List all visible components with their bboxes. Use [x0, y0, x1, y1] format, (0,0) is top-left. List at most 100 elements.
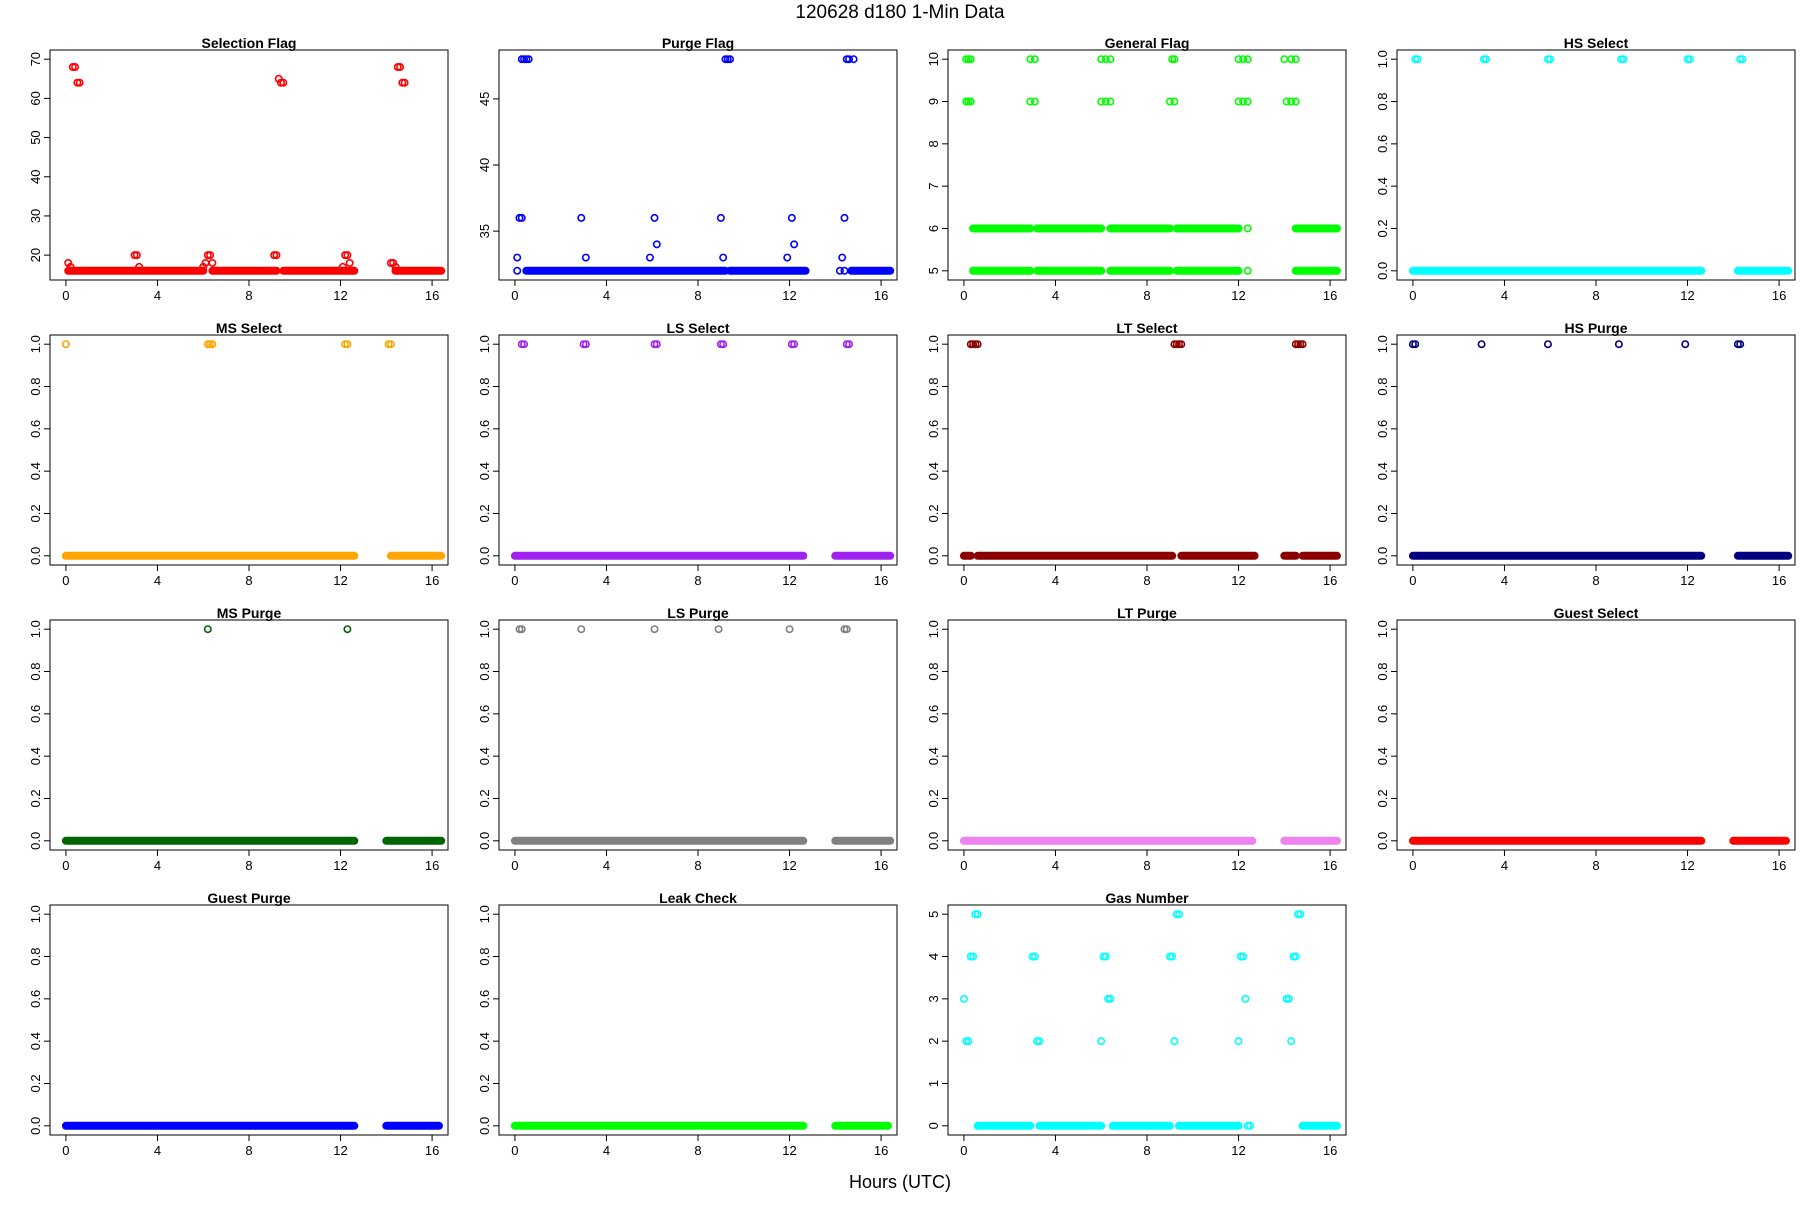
y-tick-label: 5 [926, 267, 941, 274]
data-point [1619, 55, 1628, 64]
data-point [790, 340, 799, 349]
y-tick-label: 0.8 [926, 662, 941, 680]
x-tick-label: 16 [1323, 1143, 1337, 1158]
subplot-title: LT Purge [1117, 605, 1177, 621]
data-point [517, 213, 526, 222]
data-point [714, 625, 723, 634]
data-point [835, 266, 844, 275]
plot-frame [947, 904, 1347, 1136]
subplot-leak-check: Leak Check 0 4 8 12 16 0.0 0.2 0.4 0.6 0.8 1.0 [477, 890, 898, 1158]
x-tick-label: 0 [1409, 858, 1416, 873]
data-point [396, 63, 405, 72]
x-tick-label: 0 [62, 858, 69, 873]
data-point [1284, 994, 1293, 1003]
data-point [343, 251, 352, 260]
y-tick-label: 0.4 [1375, 177, 1390, 195]
plot-frame [498, 619, 898, 851]
x-tick-label: 12 [333, 1143, 347, 1158]
y-tick-label: 0.0 [477, 1117, 492, 1135]
x-tick-label: 4 [154, 858, 161, 873]
data-point [1097, 55, 1106, 64]
x-tick-label: 4 [1052, 858, 1059, 873]
subplot-hs-select: HS Select 0 4 8 12 16 0.0 0.2 0.4 0.6 0.8 1.0 [1375, 35, 1796, 303]
y-tick-label: 0.8 [28, 662, 43, 680]
data-point [969, 952, 978, 961]
x-tick-label: 16 [425, 858, 439, 873]
subplot-ls-purge: LS Purge 0 4 8 12 16 0.0 0.2 0.4 0.6 0.8 1.0 [477, 605, 898, 873]
x-tick-label: 16 [874, 573, 888, 588]
y-tick-label: 0.6 [28, 420, 43, 438]
y-tick-label: 9 [926, 98, 941, 105]
y-tick-label: 0.8 [477, 662, 492, 680]
data-point [787, 213, 796, 222]
x-tick-label: 0 [62, 288, 69, 303]
x-tick-label: 16 [1323, 573, 1337, 588]
subplot-title: MS Purge [217, 605, 282, 621]
x-tick-label: 0 [960, 858, 967, 873]
data-point [513, 266, 522, 275]
x-tick-label: 4 [1501, 573, 1508, 588]
data-point [1296, 910, 1305, 919]
data-point [1245, 1121, 1254, 1130]
x-tick-label: 0 [1409, 288, 1416, 303]
data-point [652, 340, 661, 349]
y-tick-label: 70 [28, 52, 43, 66]
y-tick-label: 1 [926, 1080, 941, 1087]
data-point [132, 251, 141, 260]
y-tick-label: 1.0 [1375, 50, 1390, 68]
x-tick-label: 16 [1772, 858, 1786, 873]
data-point [279, 78, 288, 87]
data-point [840, 266, 849, 275]
x-tick-label: 16 [1772, 573, 1786, 588]
y-tick-label: 0.2 [28, 1074, 43, 1092]
x-tick-label: 12 [333, 858, 347, 873]
x-tick-label: 16 [1323, 288, 1337, 303]
y-tick-label: 1.0 [477, 335, 492, 353]
subplot-title: Selection Flag [202, 35, 297, 51]
x-tick-label: 8 [245, 573, 252, 588]
data-point [719, 253, 728, 262]
x-tick-label: 8 [694, 858, 701, 873]
data-point [650, 625, 659, 634]
y-tick-label: 0.6 [477, 420, 492, 438]
data-layer [61, 340, 446, 560]
data-point [1291, 952, 1300, 961]
x-tick-label: 0 [1409, 573, 1416, 588]
y-tick-label: 0.2 [28, 789, 43, 807]
subplot-title: LS Purge [667, 605, 729, 621]
y-tick-label: 0.2 [477, 1074, 492, 1092]
y-tick-label: 4 [926, 953, 941, 960]
subplot-selection-flag: Selection Flag 0 4 8 12 16 20 30 40 50 60 70 [28, 35, 449, 303]
data-point [135, 262, 144, 271]
data-point [345, 258, 354, 267]
x-tick-label: 0 [62, 1143, 69, 1158]
y-tick-label: 0.0 [28, 547, 43, 565]
y-tick-label: 0.4 [477, 747, 492, 765]
subplot-title: Guest Purge [207, 890, 290, 906]
data-point [1287, 97, 1296, 106]
plot-frame [49, 334, 449, 566]
data-point [208, 258, 217, 267]
y-tick-label: 0.6 [477, 990, 492, 1008]
y-tick-label: 0 [926, 1122, 941, 1129]
x-tick-label: 4 [603, 858, 610, 873]
subplot-lt-select: LT Select 0 4 8 12 16 0.0 0.2 0.4 0.6 0.8 1.0 [926, 320, 1347, 588]
data-point [203, 625, 212, 634]
data-point [1282, 97, 1291, 106]
x-tick-label: 8 [245, 858, 252, 873]
x-tick-label: 16 [1323, 858, 1337, 873]
plot-frame [1396, 49, 1796, 281]
x-tick-label: 4 [154, 288, 161, 303]
plot-frame [49, 49, 449, 281]
x-tick-label: 12 [333, 573, 347, 588]
x-tick-label: 16 [874, 288, 888, 303]
data-layer [510, 625, 895, 845]
data-point [1243, 55, 1252, 64]
y-tick-label: 0.0 [477, 832, 492, 850]
x-tick-label: 8 [694, 288, 701, 303]
x-tick-label: 8 [694, 1143, 701, 1158]
y-tick-label: 1.0 [926, 620, 941, 638]
data-point [1681, 340, 1690, 349]
data-point [1411, 340, 1420, 349]
x-tick-label: 4 [603, 288, 610, 303]
